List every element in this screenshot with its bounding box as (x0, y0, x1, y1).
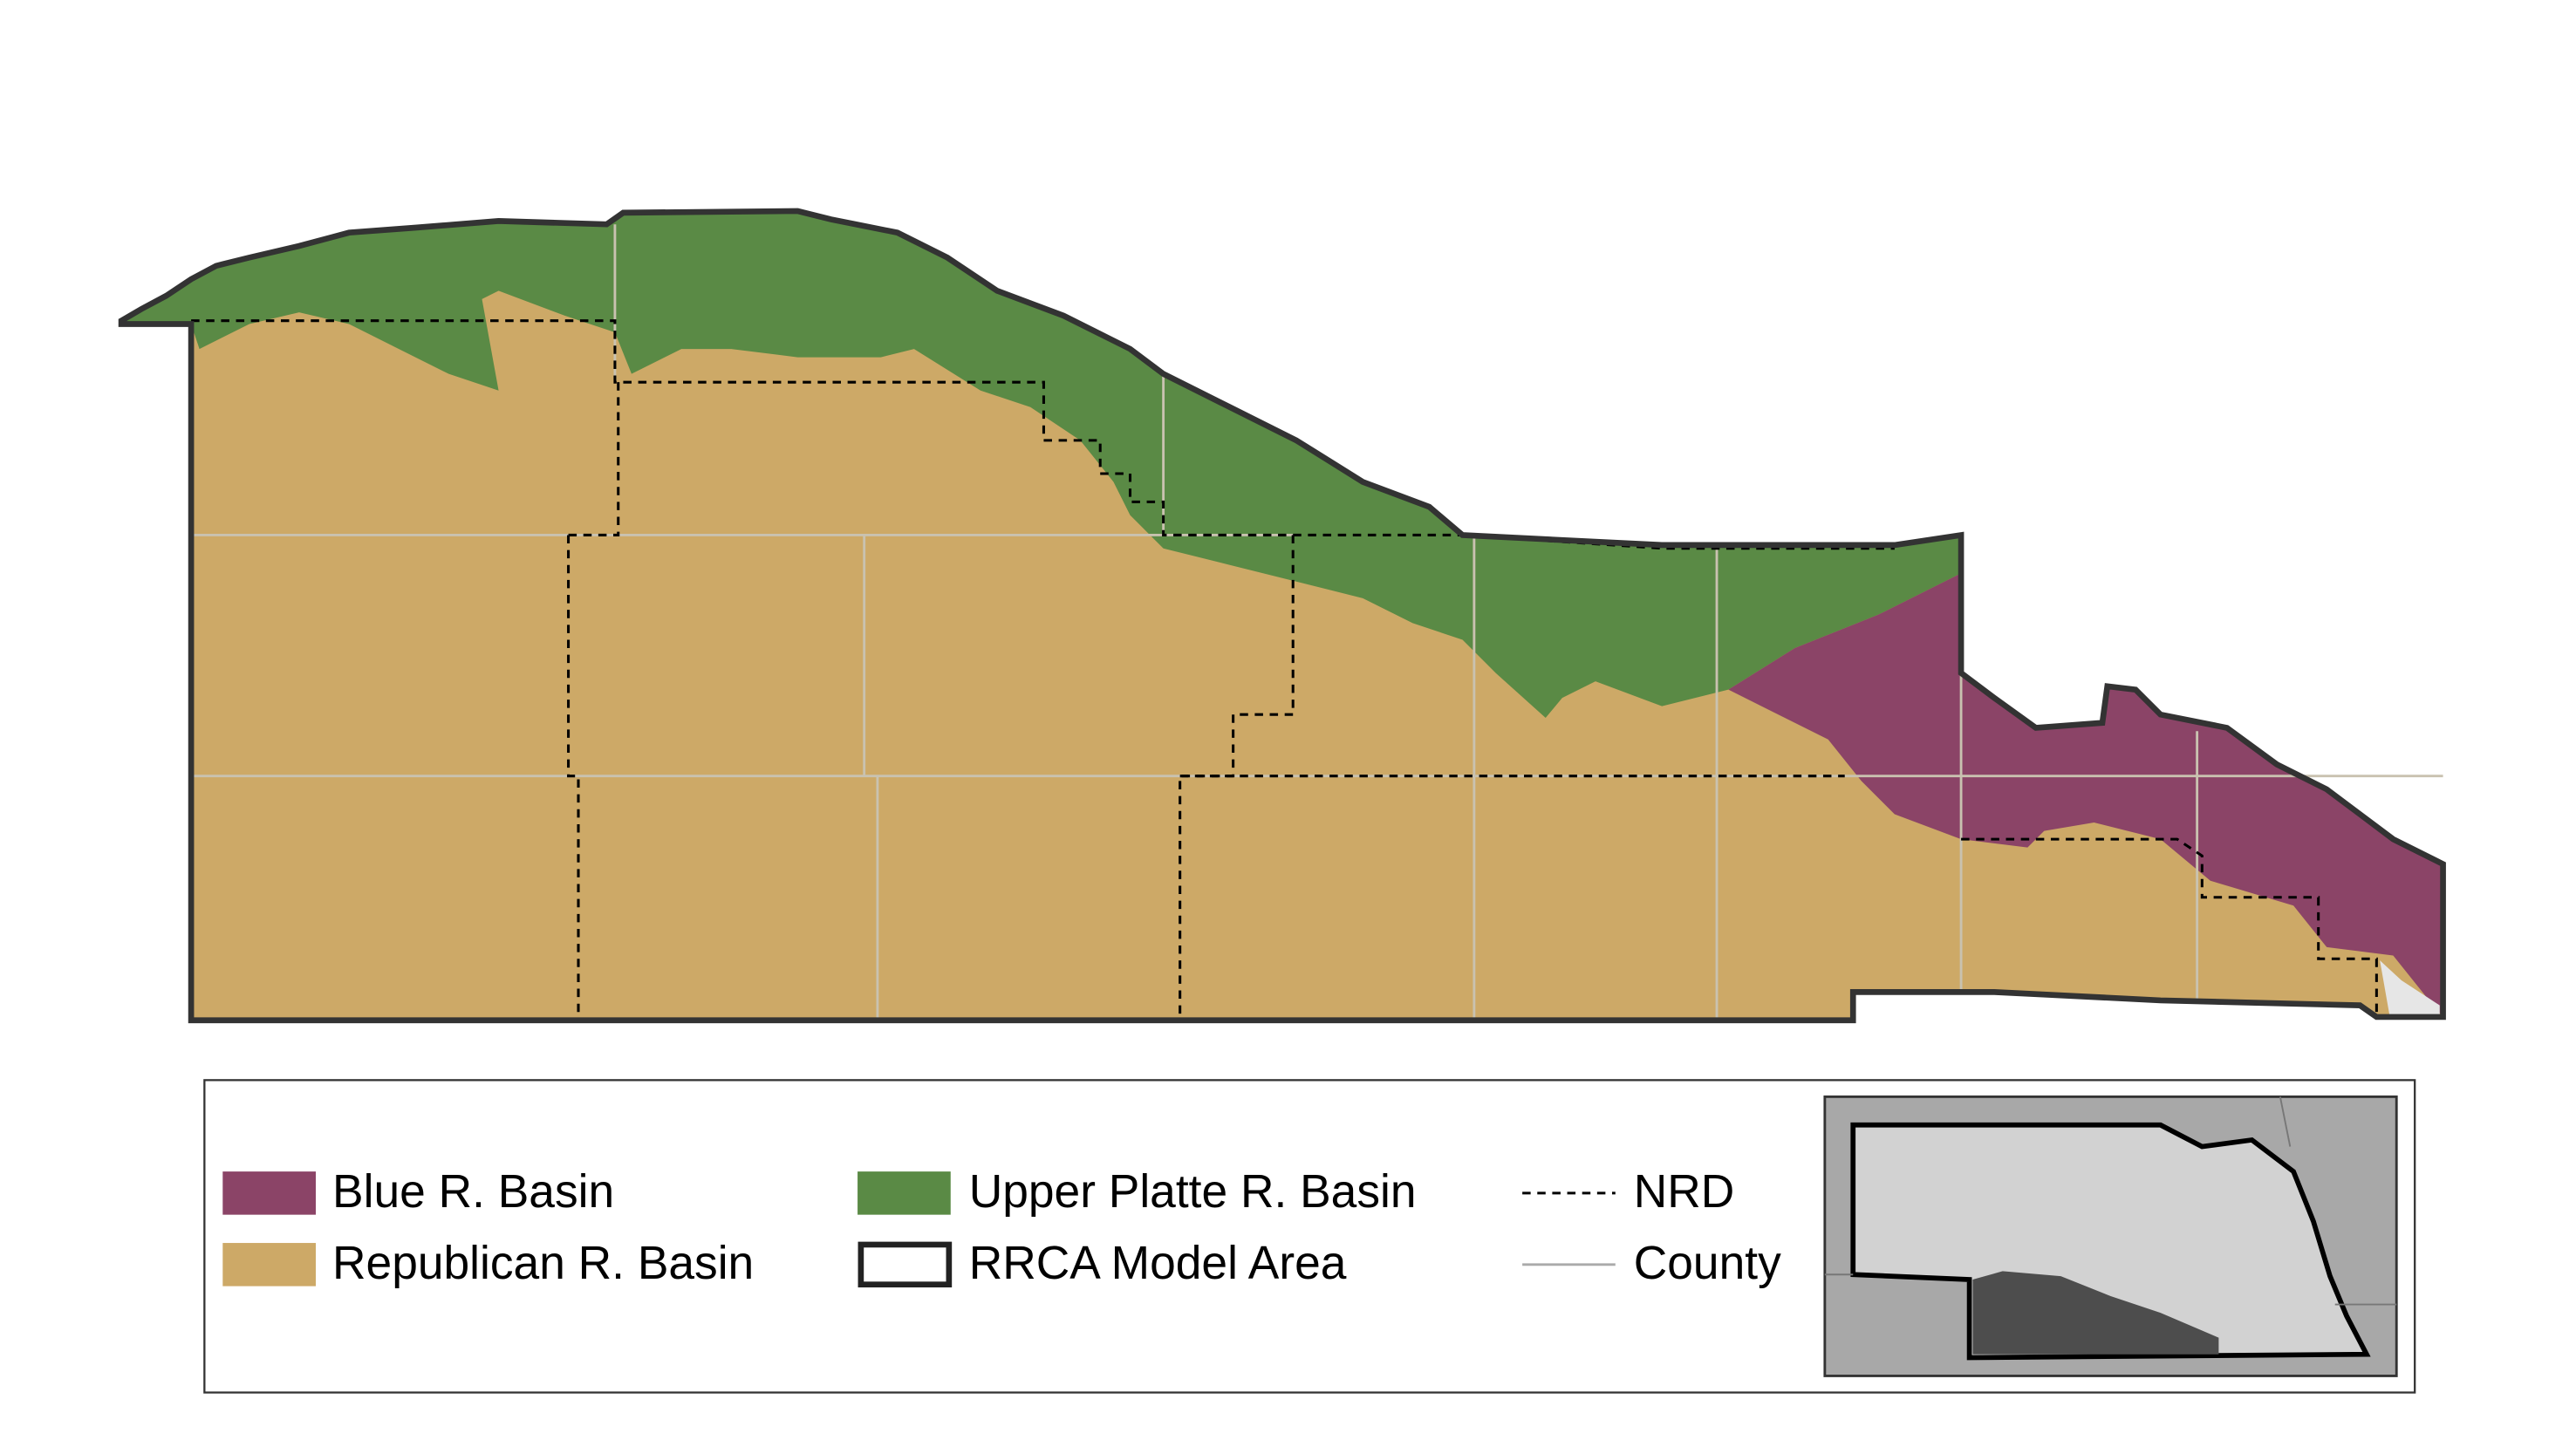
legend-swatch (858, 1171, 951, 1215)
county-lines (191, 224, 2443, 1021)
legend-swatch (222, 1243, 316, 1287)
legend-swatch (858, 1241, 953, 1288)
legend-label: County (1634, 1238, 1781, 1289)
republican-basin (121, 210, 2443, 1021)
inset-map (1823, 1095, 2398, 1377)
legend-label: Blue R. Basin (332, 1166, 614, 1218)
legend-label: Upper Platte R. Basin (969, 1166, 1417, 1218)
rrca-model-area-outline (118, 208, 2446, 1024)
upper-platte-basin (121, 210, 1962, 719)
legend-label: RRCA Model Area (969, 1238, 1347, 1289)
blue-basin (1728, 573, 2443, 1017)
legend-label: Republican R. Basin (332, 1238, 754, 1289)
other-area (2380, 960, 2440, 1017)
legend-swatch (222, 1171, 316, 1215)
legend-label: NRD (1634, 1166, 1735, 1218)
